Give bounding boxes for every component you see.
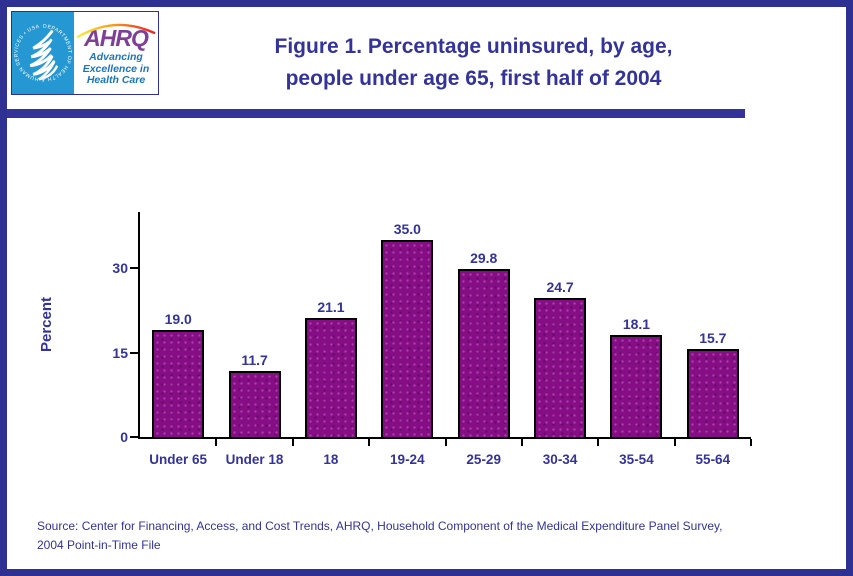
ahrq-tagline: Advancing Excellence in Health Care xyxy=(82,51,150,87)
bar-value-label: 19.0 xyxy=(164,311,192,328)
x-category-label: 25-29 xyxy=(466,452,501,467)
source-line-2: 2004 Point-in-Time File xyxy=(37,538,161,552)
ahrq-arc-icon xyxy=(76,23,156,38)
figure-title-line-2: people under age 65, first half of 2004 xyxy=(285,67,662,90)
bar xyxy=(381,240,434,437)
bar xyxy=(457,269,510,437)
bar-slot: 19.0 Under 65 xyxy=(140,212,218,467)
y-tick-mark xyxy=(130,351,138,354)
bar-slot: 18.1 35-54 xyxy=(598,212,677,467)
x-category-label: 19-24 xyxy=(390,452,425,467)
y-tick-mark xyxy=(130,267,138,270)
tagline-line: Advancing xyxy=(89,51,143,63)
bar-value-label: 35.0 xyxy=(393,221,421,238)
x-category-label: 30-34 xyxy=(542,452,578,467)
x-category-label: 18 xyxy=(323,452,339,467)
y-tick-label: 0 xyxy=(120,429,128,445)
ahrq-logo-block: AHRQ Advancing Excellence in Health Care xyxy=(74,12,158,94)
tagline-line: Excellence in xyxy=(82,62,150,75)
bar-slot: 21.1 18 xyxy=(293,212,371,467)
x-category-label: Under 65 xyxy=(149,452,208,467)
bar xyxy=(152,330,205,437)
bar xyxy=(228,371,281,437)
hhs-eagle-icon: DEPARTMENT OF HEALTH & HUMAN SERVICES • … xyxy=(14,24,72,83)
bar xyxy=(610,335,663,437)
bar-value-label: 24.7 xyxy=(546,279,574,296)
y-tick-label: 30 xyxy=(112,260,128,277)
header-divider-bar xyxy=(7,109,745,118)
bar xyxy=(686,348,739,437)
bars: 19.0 Under 65 11.7 Under 18 21.1 18 35.0 19-24 2… xyxy=(140,212,753,467)
bar-slot: 35.0 19-24 xyxy=(369,212,447,467)
source-note: Source: Center for Financing, Access, an… xyxy=(37,517,836,555)
hhs-seal: DEPARTMENT OF HEALTH & HUMAN SERVICES • … xyxy=(12,12,74,94)
figure-title-line-1: Figure 1. Percentage uninsured, by age, xyxy=(274,35,673,58)
plot: 19.0 Under 65 11.7 Under 18 21.1 18 35.0 19-24 2… xyxy=(112,212,753,467)
bar xyxy=(534,298,587,437)
tagline-line: Health Care xyxy=(86,74,146,86)
bar-slot: 11.7 Under 18 xyxy=(216,212,295,467)
x-category-label: 55-64 xyxy=(695,452,731,467)
y-tick-mark xyxy=(130,436,138,438)
ahrq-hhs-logo: DEPARTMENT OF HEALTH & HUMAN SERVICES • … xyxy=(11,11,159,95)
x-category-label: 35-54 xyxy=(619,452,654,467)
bar-slot: 29.8 25-29 xyxy=(446,212,524,467)
bar-value-label: 15.7 xyxy=(699,329,727,346)
source-line-1: Source: Center for Financing, Access, an… xyxy=(37,519,723,533)
bar xyxy=(304,318,357,437)
bar-value-label: 29.8 xyxy=(470,250,498,267)
y-tick-label: 15 xyxy=(112,344,128,361)
bar-slot: 24.7 30-34 xyxy=(522,212,600,467)
figure-title: Figure 1. Percentage uninsured, by age, … xyxy=(187,31,760,95)
bar-value-label: 18.1 xyxy=(622,316,651,333)
bar-value-label: 21.1 xyxy=(317,299,345,316)
y-axis-title: Percent xyxy=(37,296,55,353)
bar-value-label: 11.7 xyxy=(241,352,268,369)
bar-slot: 15.7 55-64 xyxy=(675,212,753,467)
x-category-label: Under 18 xyxy=(225,452,284,467)
